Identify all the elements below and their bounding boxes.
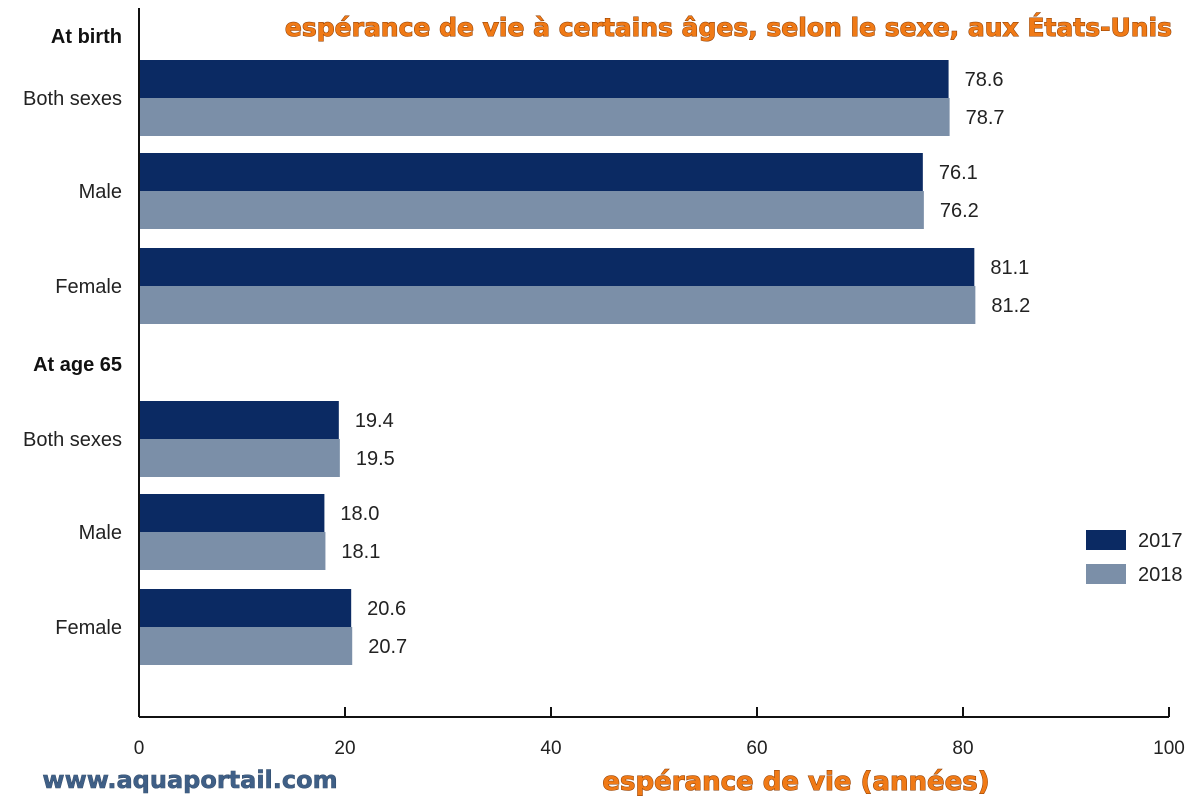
chart-title: espérance de vie à certains âges, selon … <box>285 13 1172 42</box>
group-label: At birth <box>51 26 122 48</box>
x-tick-label: 20 <box>334 738 355 759</box>
category-label: Female <box>55 617 122 639</box>
x-tick-label: 100 <box>1153 738 1185 759</box>
value-label: 18.1 <box>341 541 380 563</box>
value-label: 20.7 <box>368 636 407 658</box>
legend-label: 2018 <box>1138 564 1183 586</box>
value-label: 19.5 <box>356 448 395 470</box>
legend: 2017 2018 <box>1086 530 1183 586</box>
bar-2017 <box>139 589 352 627</box>
legend-swatch-2018 <box>1086 564 1126 584</box>
bar-2017 <box>139 401 339 439</box>
value-label: 20.6 <box>367 598 406 620</box>
value-label: 81.1 <box>990 257 1029 279</box>
x-axis-title: espérance de vie (années) <box>602 767 989 797</box>
bar-2018 <box>139 532 326 570</box>
category-label: Both sexes <box>23 429 122 451</box>
value-label: 76.2 <box>940 200 979 222</box>
watermark: www.aquaportail.com <box>42 766 337 794</box>
group-label: At age 65 <box>33 354 122 376</box>
bar-2018 <box>139 191 924 229</box>
x-axis-ticks: 0 20 40 60 80 100 <box>134 707 1185 759</box>
x-tick-label: 0 <box>134 738 145 759</box>
category-label: Both sexes <box>23 88 122 110</box>
bar-2018 <box>139 286 976 324</box>
bar-2017 <box>139 248 975 286</box>
value-label: 19.4 <box>355 410 394 432</box>
x-tick-label: 40 <box>540 738 561 759</box>
bar-2017 <box>139 153 923 191</box>
bar-2018 <box>139 98 950 136</box>
bar-2018 <box>139 627 353 665</box>
legend-swatch-2017 <box>1086 530 1126 550</box>
bar-2017 <box>139 60 949 98</box>
value-label: 78.6 <box>965 69 1004 91</box>
category-label: Male <box>79 181 122 203</box>
category-label: Male <box>79 522 122 544</box>
bar-2018 <box>139 439 340 477</box>
value-label: 76.1 <box>939 162 978 184</box>
legend-label: 2017 <box>1138 530 1183 552</box>
plot-area: At birth Both sexes 78.6 78.7 Male 76.1 76.2 Fe… <box>23 26 1030 665</box>
value-label: 18.0 <box>340 503 379 525</box>
bar-2017 <box>139 494 325 532</box>
value-label: 81.2 <box>991 295 1030 317</box>
x-tick-label: 60 <box>746 738 767 759</box>
x-tick-label: 80 <box>952 738 973 759</box>
category-label: Female <box>55 276 122 298</box>
value-label: 78.7 <box>966 107 1005 129</box>
